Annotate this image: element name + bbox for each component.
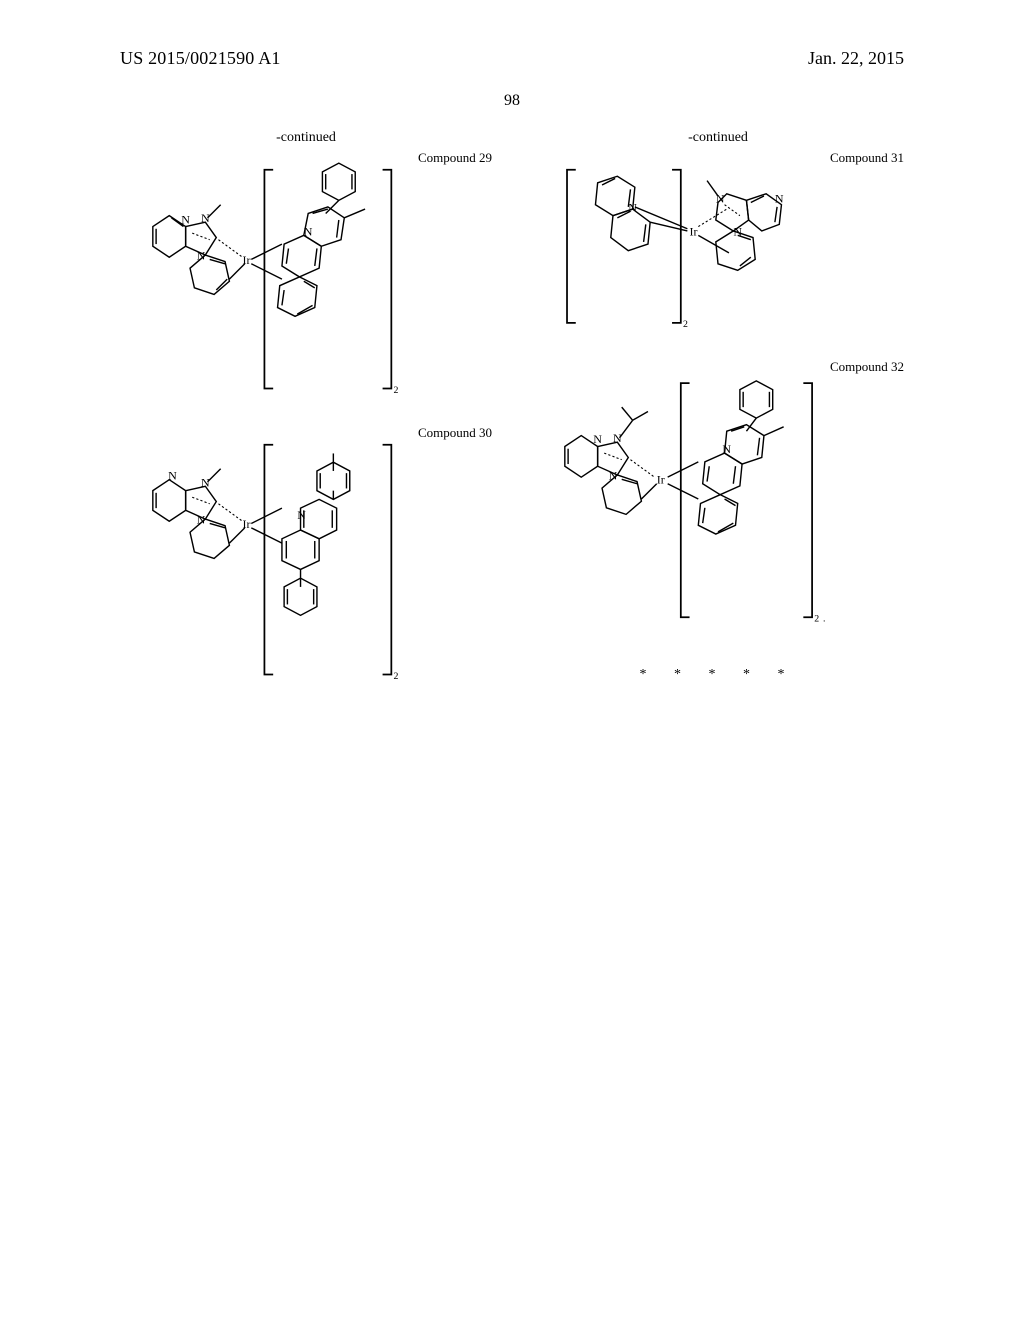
content-columns: -continued Compound 29 N N N xyxy=(120,130,904,710)
atom-n: N xyxy=(181,212,190,226)
compound-label: Compound 31 xyxy=(830,150,904,166)
atom-n: N xyxy=(297,508,306,522)
chemical-structure: N N N Ir 2 xyxy=(120,425,492,699)
atom-n: N xyxy=(168,468,177,482)
bracket-subscript: 2 xyxy=(814,614,819,625)
compound-block: Compound 32 N N N xyxy=(532,359,904,643)
left-column: -continued Compound 29 N N N xyxy=(120,130,492,710)
chemical-structure: N N N Ir xyxy=(532,359,904,643)
bracket-subscript: 2 xyxy=(394,385,399,396)
bracket-subscript: 2 xyxy=(683,319,688,330)
compound-label: Compound 30 xyxy=(418,425,492,441)
publication-number: US 2015/0021590 A1 xyxy=(120,48,281,69)
compound-block: Compound 29 N N N xyxy=(120,150,492,413)
chemical-structure: N N N Ir xyxy=(120,150,492,413)
metal-label: Ir xyxy=(690,224,698,238)
bracket-subscript: 2 xyxy=(394,670,399,681)
compound-block: Compound 30 N N N Ir xyxy=(120,425,492,699)
page-number: 98 xyxy=(0,92,1024,110)
compound-label: Compound 29 xyxy=(418,150,492,166)
atom-n: N xyxy=(593,432,602,446)
continued-label: -continued xyxy=(532,130,904,146)
continued-label: -continued xyxy=(120,130,492,146)
atom-n: N xyxy=(613,431,622,445)
page: US 2015/0021590 A1 Jan. 22, 2015 98 -con… xyxy=(0,0,1024,1320)
atom-n: N xyxy=(201,475,210,489)
trailing-period: . xyxy=(823,614,825,625)
atom-n: N xyxy=(201,211,210,225)
publication-date: Jan. 22, 2015 xyxy=(808,48,904,69)
chemical-structure: 2 N Ir xyxy=(532,150,904,347)
atom-n: N xyxy=(775,192,784,206)
section-end-mark: * * * * * xyxy=(532,667,904,683)
right-column: -continued Compound 31 2 N xyxy=(532,130,904,710)
metal-label: Ir xyxy=(657,473,665,487)
compound-label: Compound 32 xyxy=(830,359,904,375)
compound-block: Compound 31 2 N Ir xyxy=(532,150,904,347)
